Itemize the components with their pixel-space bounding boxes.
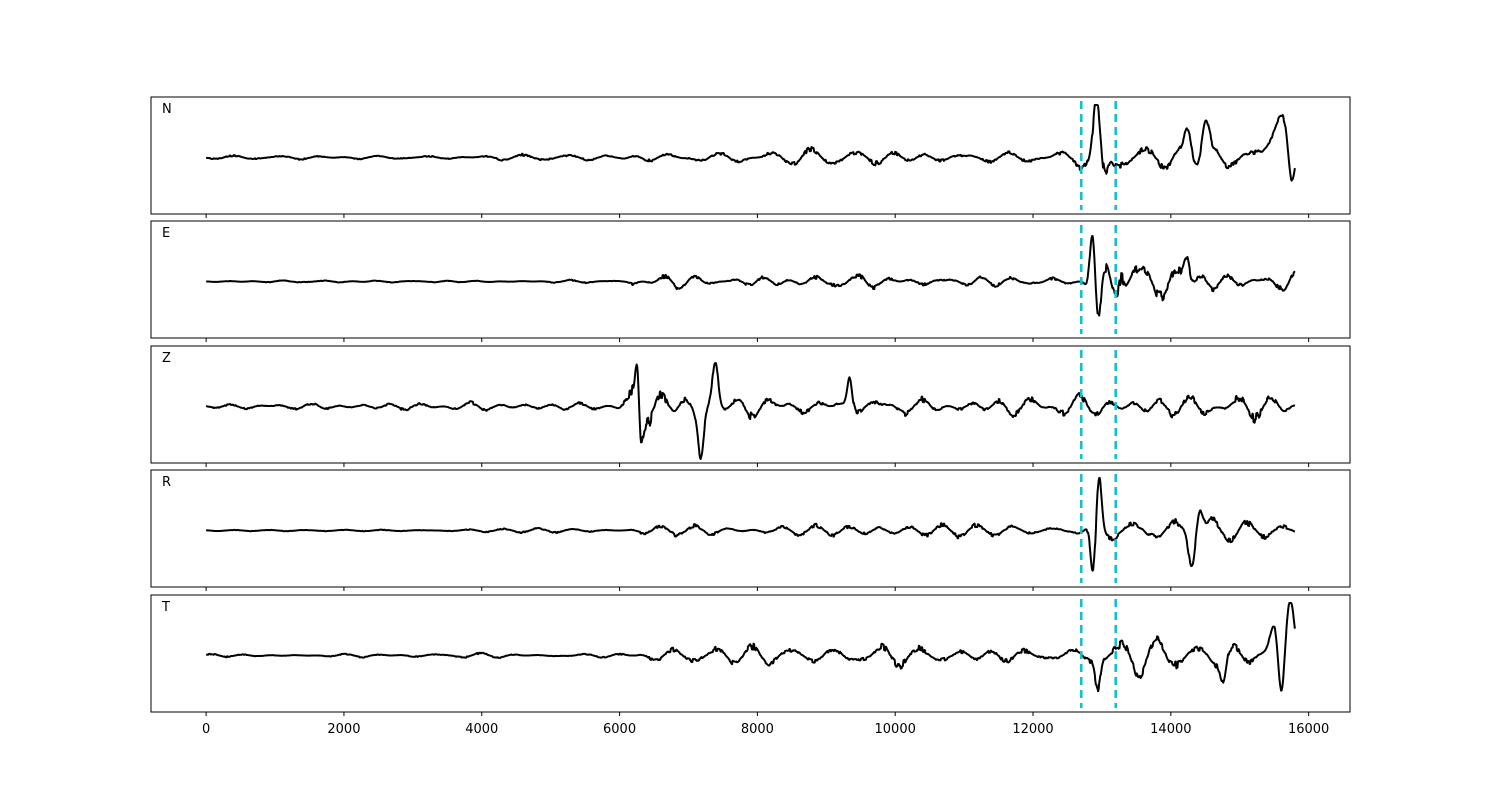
panel-t: T <box>150 594 1351 716</box>
x-tick-label: 16000 <box>1288 722 1329 737</box>
panel-frame <box>150 594 1351 713</box>
channel-label: N <box>162 102 172 117</box>
x-axis: 0 2000 4000 6000 8000 10000 12000 14000 16000 <box>202 722 1329 737</box>
panel-n: N <box>150 96 1351 218</box>
x-tick-label: 6000 <box>603 722 636 737</box>
panel-e: E <box>150 220 1351 342</box>
trace-panels: N E Z R T <box>150 96 1351 716</box>
channel-label: R <box>162 475 171 490</box>
x-tick-label: 12000 <box>1012 722 1053 737</box>
waveform-trace <box>205 104 1296 182</box>
panel-frame <box>150 96 1351 215</box>
waveform-trace <box>205 362 1296 460</box>
channel-label: T <box>161 600 170 615</box>
x-tick-label: 0 <box>202 722 210 737</box>
panel-frame <box>150 345 1351 464</box>
waveform-trace <box>205 602 1296 693</box>
panel-frame <box>150 220 1351 339</box>
x-tick-label: 8000 <box>741 722 774 737</box>
panel-r: R <box>150 469 1351 591</box>
x-tick-label: 4000 <box>465 722 498 737</box>
panel-z: Z <box>150 345 1351 467</box>
channel-label: Z <box>162 351 171 366</box>
waveform-trace <box>205 477 1296 572</box>
x-tick-label: 10000 <box>875 722 916 737</box>
panel-frame <box>150 469 1351 588</box>
x-tick-label: 2000 <box>327 722 360 737</box>
x-tick-label: 14000 <box>1150 722 1191 737</box>
channel-label: E <box>162 226 170 241</box>
waveform-trace <box>205 235 1296 317</box>
